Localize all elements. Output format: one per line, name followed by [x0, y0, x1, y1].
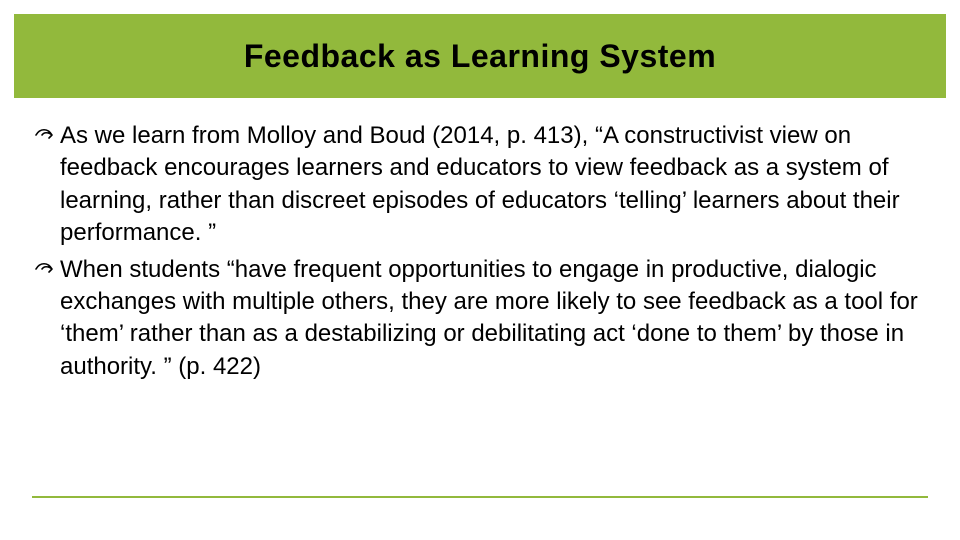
- slide-body: As we learn from Molloy and Boud (2014, …: [32, 120, 928, 387]
- title-band: Feedback as Learning System: [14, 14, 946, 98]
- bullet-text: When students “have frequent opportuniti…: [60, 256, 918, 380]
- bullet-icon: [34, 126, 56, 148]
- slide-title: Feedback as Learning System: [244, 38, 716, 75]
- bullet-item: As we learn from Molloy and Boud (2014, …: [32, 120, 928, 250]
- bullet-icon: [34, 260, 56, 282]
- slide: Feedback as Learning System As we learn …: [0, 0, 960, 540]
- divider-rule: [32, 496, 928, 498]
- bullet-item: When students “have frequent opportuniti…: [32, 254, 928, 384]
- bullet-text: As we learn from Molloy and Boud (2014, …: [60, 122, 900, 246]
